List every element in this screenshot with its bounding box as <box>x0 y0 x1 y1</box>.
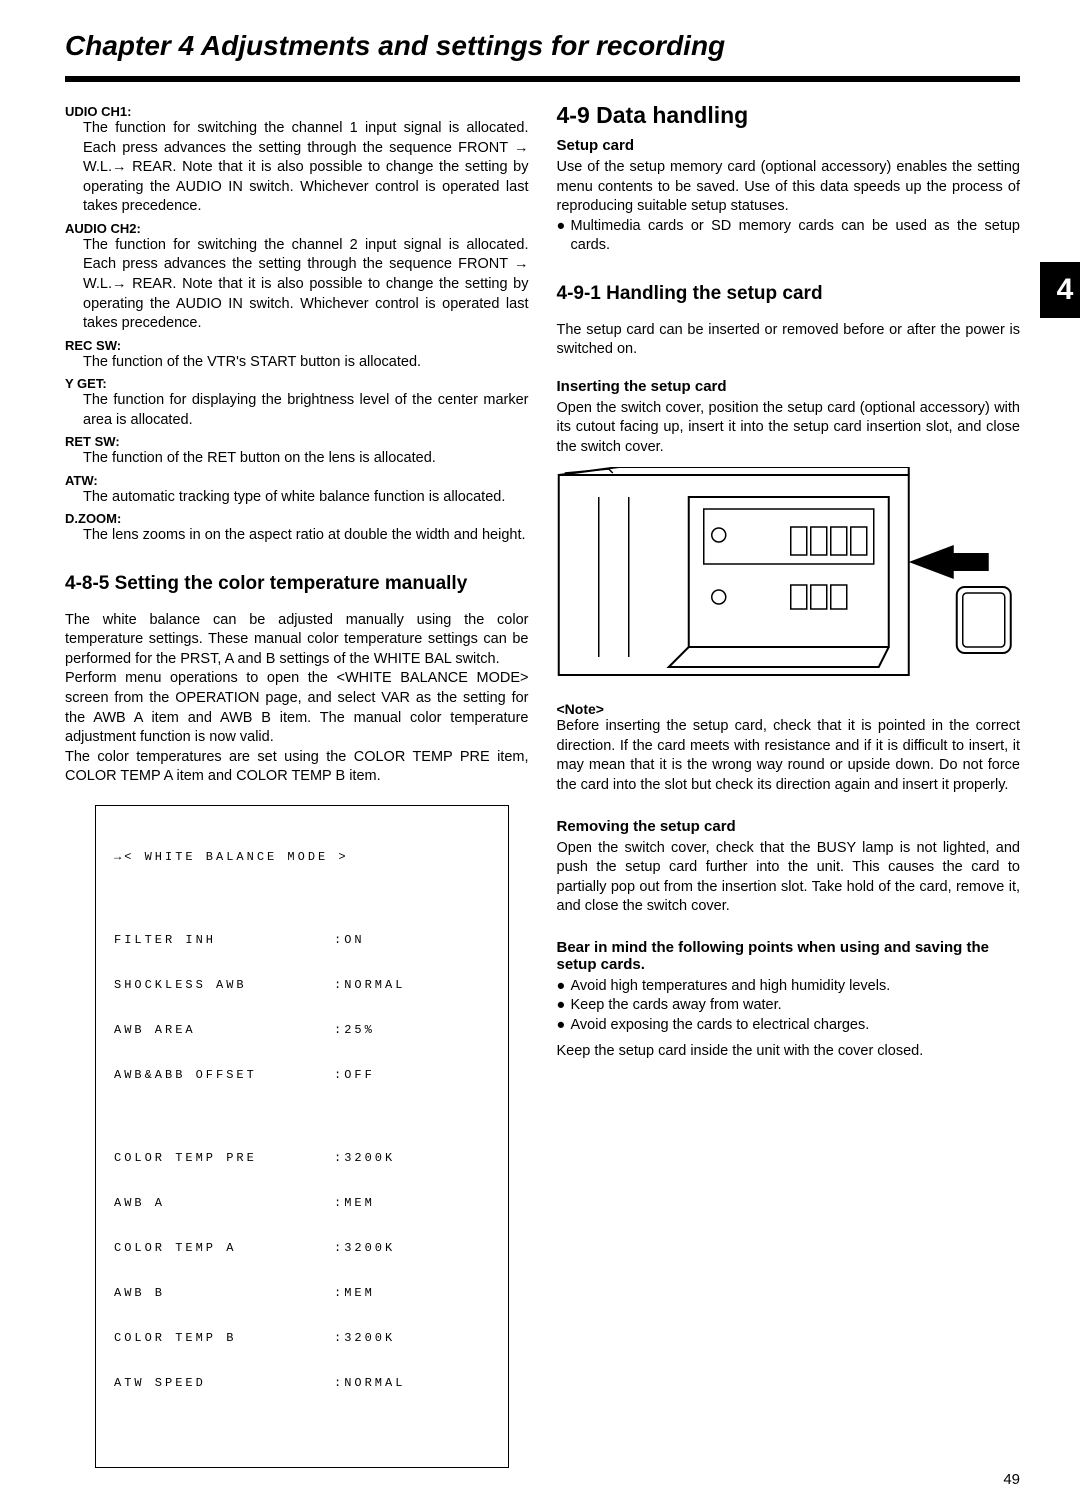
chapter-title: Chapter 4 Adjustments and settings for r… <box>65 30 1020 72</box>
para: The setup card can be inserted or remove… <box>557 321 1021 360</box>
setup-card-heading: Setup card <box>557 137 1021 154</box>
para: Open the switch cover, position the setu… <box>557 399 1021 458</box>
menu-row: COLOR TEMP PRE:3200K <box>114 1151 490 1166</box>
section-485-heading: 4-8-5 Setting the color temperature manu… <box>65 572 529 597</box>
para: The color temperatures are set using the… <box>65 748 529 787</box>
bullet: ●Avoid high temperatures and high humidi… <box>557 977 1021 997</box>
section-491-heading: 4-9-1 Handling the setup card <box>557 282 1021 307</box>
menu-row: COLOR TEMP A:3200K <box>114 1241 490 1256</box>
definition-list: UDIO CH1: The function for switching the… <box>65 104 529 546</box>
menu-row: AWB A:MEM <box>114 1196 490 1211</box>
def-term: UDIO CH1: <box>65 104 529 119</box>
def-term: ATW: <box>65 473 529 488</box>
def-term: Y GET: <box>65 376 529 391</box>
chapter-tab: 4 <box>1040 262 1080 318</box>
para: Open the switch cover, check that the BU… <box>557 839 1021 917</box>
def-term: RET SW: <box>65 434 529 449</box>
note-label: <Note> <box>557 701 1021 717</box>
right-column: 4-9 Data handling Setup card Use of the … <box>557 102 1021 1468</box>
section-49-heading: 4-9 Data handling <box>557 102 1021 129</box>
points-heading: Bear in mind the following points when u… <box>557 939 1021 973</box>
def-body: The lens zooms in on the aspect ratio at… <box>83 526 529 546</box>
def-term: D.ZOOM: <box>65 511 529 526</box>
para: Keep the setup card inside the unit with… <box>557 1042 1021 1062</box>
page-number: 49 <box>1003 1471 1020 1488</box>
menu-row: ATW SPEED:NORMAL <box>114 1376 490 1391</box>
menu-screen: →< WHITE BALANCE MODE > FILTER INH:ON SH… <box>95 805 509 1468</box>
para: The white balance can be adjusted manual… <box>65 611 529 670</box>
def-body: The function of the VTR's START button i… <box>83 353 529 373</box>
bullet: ●Avoid exposing the cards to electrical … <box>557 1016 1021 1036</box>
content-columns: UDIO CH1: The function for switching the… <box>65 102 1020 1468</box>
bullet: ●Multimedia cards or SD memory cards can… <box>557 217 1021 256</box>
def-term: AUDIO CH2: <box>65 221 529 236</box>
def-body: The automatic tracking type of white bal… <box>83 488 529 508</box>
card-slot-icon <box>557 467 1021 687</box>
menu-row: AWB AREA:25% <box>114 1023 490 1038</box>
para: Use of the setup memory card (optional a… <box>557 158 1021 217</box>
left-column: UDIO CH1: The function for switching the… <box>65 102 529 1468</box>
para: Perform menu operations to open the <WHI… <box>65 669 529 747</box>
removing-heading: Removing the setup card <box>557 818 1021 835</box>
menu-row: SHOCKLESS AWB:NORMAL <box>114 978 490 993</box>
page: Chapter 4 Adjustments and settings for r… <box>0 0 1080 1508</box>
menu-row: AWB B:MEM <box>114 1286 490 1301</box>
setup-card-illustration <box>557 467 1021 687</box>
inserting-heading: Inserting the setup card <box>557 378 1021 395</box>
def-body: The function for switching the channel 2… <box>83 236 529 334</box>
menu-row: AWB&ABB OFFSET:OFF <box>114 1068 490 1083</box>
def-body: The function of the RET button on the le… <box>83 449 529 469</box>
menu-row: COLOR TEMP B:3200K <box>114 1331 490 1346</box>
def-body: The function for displaying the brightne… <box>83 391 529 430</box>
menu-title: →< WHITE BALANCE MODE > <box>114 850 490 865</box>
divider <box>65 76 1020 82</box>
bullet: ●Keep the cards away from water. <box>557 996 1021 1016</box>
def-body: The function for switching the channel 1… <box>83 119 529 217</box>
def-term: REC SW: <box>65 338 529 353</box>
menu-row: FILTER INH:ON <box>114 933 490 948</box>
para: Before inserting the setup card, check t… <box>557 717 1021 795</box>
